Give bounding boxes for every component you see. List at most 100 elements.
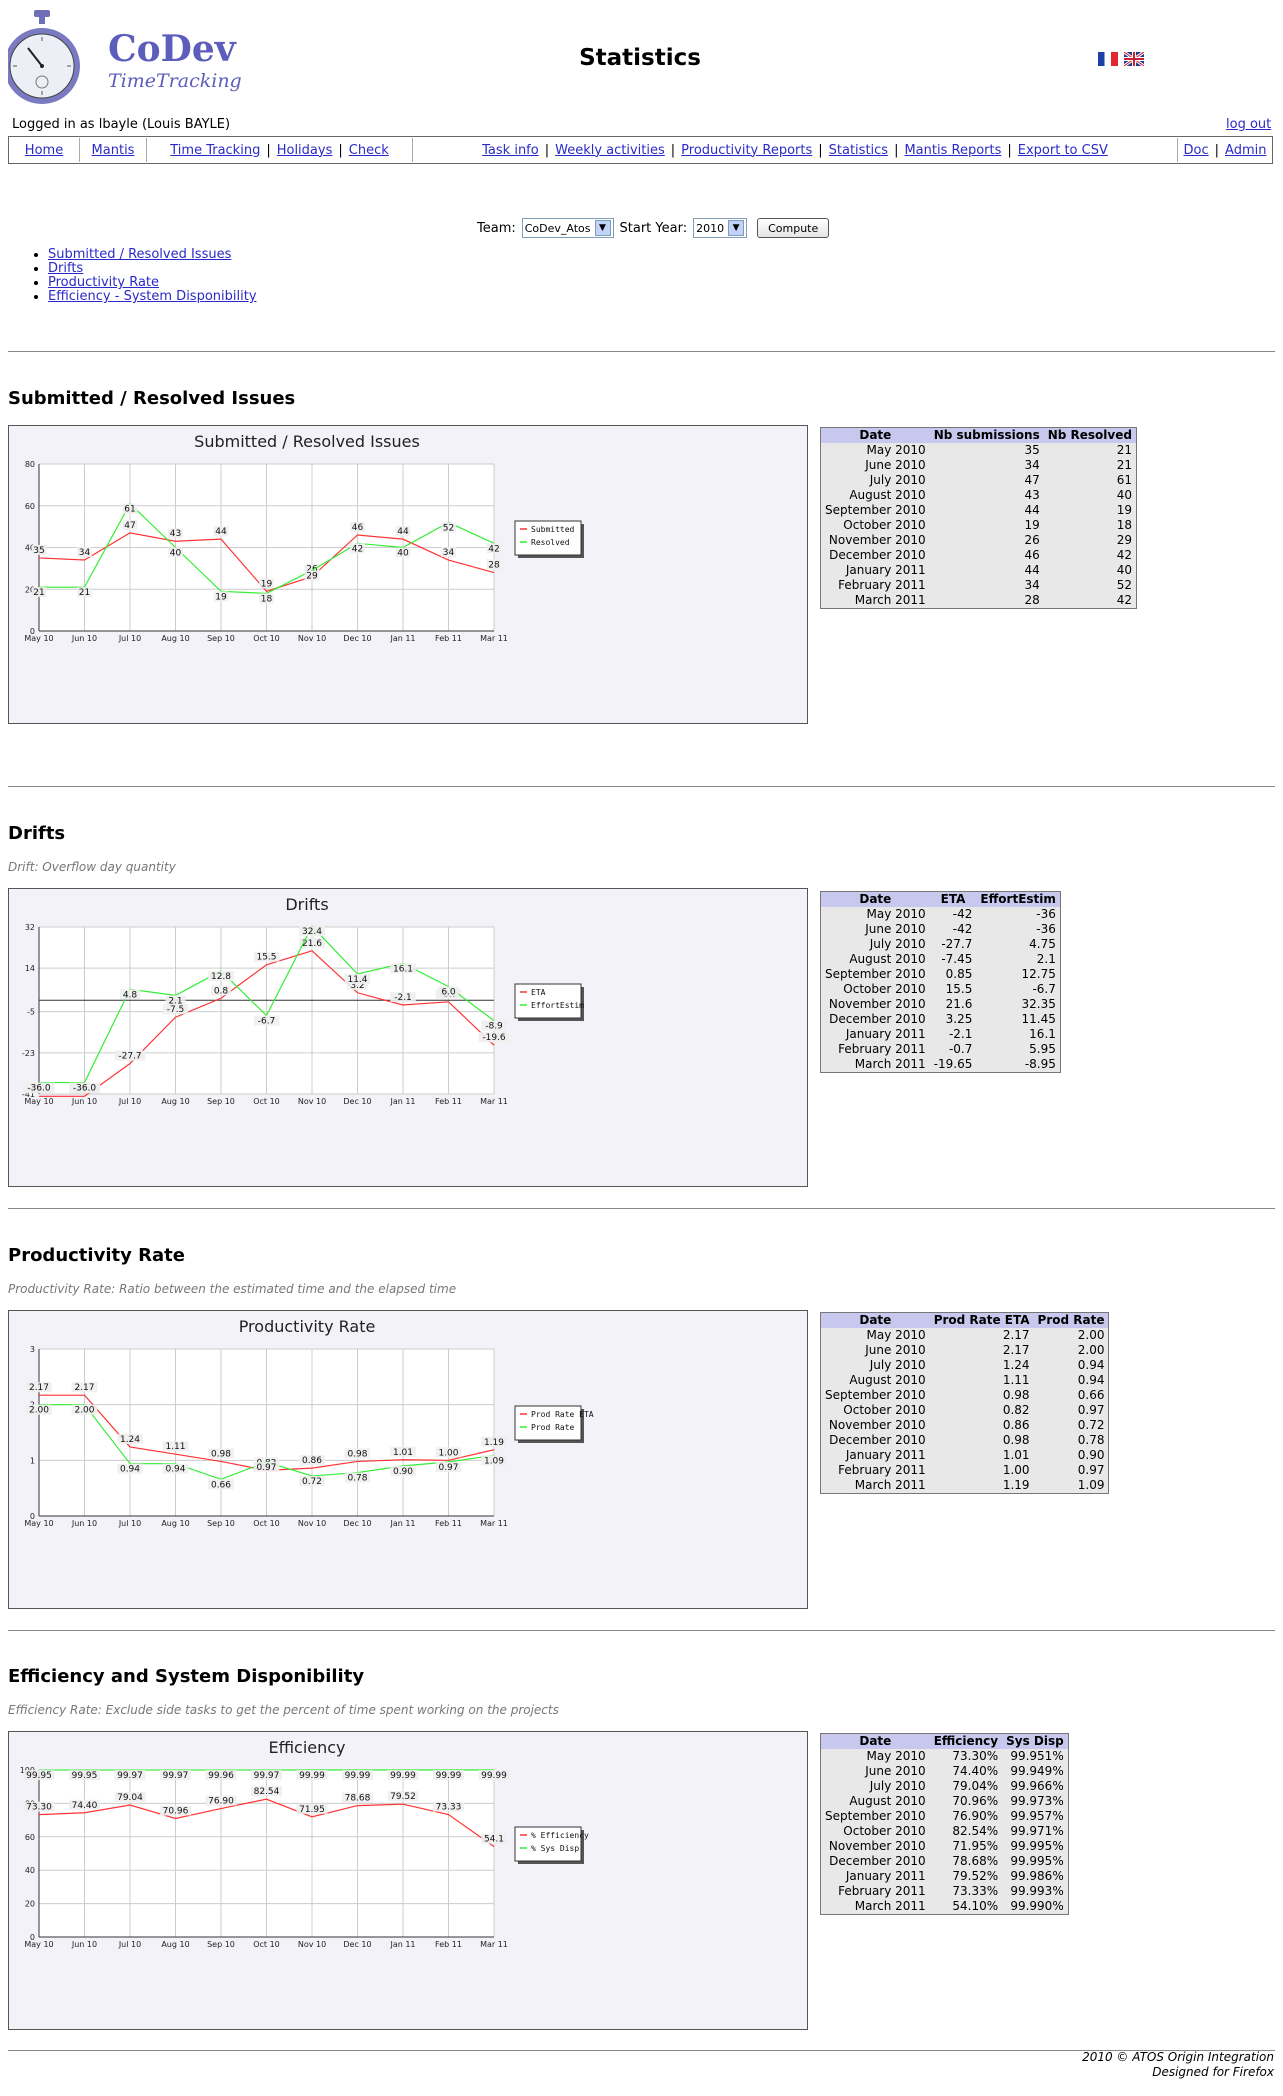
table-cell: 0.98 [1002,1433,1030,1447]
table-drifts: Date ETA EffortEstim May 2010 -42 -36 June 201… [820,891,1061,1073]
table-cell: 28 [1024,593,1040,607]
toc-link-drifts[interactable]: Drifts [48,261,84,276]
data-label-bg [77,547,92,558]
data-label: 0.94 [165,1465,185,1475]
data-label-bg [69,1799,100,1810]
table-cell: December 2010 [829,1854,926,1868]
table-row: September 2010 0.85 12.75 [821,967,1061,982]
menu-group-doc: Doc | Admin [1183,142,1267,158]
table-cell: 99.995% [1010,1854,1064,1868]
menu-check[interactable]: Check [348,142,389,158]
table-header-row: Date Nb submissions Nb Resolved [820,427,1137,443]
x-tick-label: Sep 10 [207,634,235,643]
data-label-bg [441,522,456,533]
data-label-bg [344,1448,371,1459]
table-cell: September 2010 [825,1388,926,1402]
table-cell: 1.24 [1002,1358,1030,1372]
compute-button[interactable]: Compute [757,218,830,238]
x-tick-label: Feb 11 [435,1519,462,1528]
data-label-bg [165,995,186,1006]
menu-weekly-activities[interactable]: Weekly activities [555,142,665,158]
y-tick-label: 32 [25,923,35,932]
data-label-bg [31,587,47,598]
data-label: 71.95 [299,1805,325,1815]
data-label-bg [435,1447,462,1458]
y-tick-label: -41 [22,1090,35,1099]
menu-productivity-reports[interactable]: Productivity Reports [681,142,813,158]
chart-drifts: Drifts May 10 Jun 10 Jul 10 Aug 10 Sep 10 Oct … [8,888,808,1187]
table-row: June 2010 34 21 [821,458,1137,473]
table-cell: November 2010 [828,997,926,1011]
legend-box [514,1826,582,1862]
data-label-bg [162,1441,189,1452]
data-label: 2.00 [74,1406,94,1416]
table-row: August 2010 70.96% 99.973% [821,1794,1069,1809]
table-cell: 0.85 [945,967,973,981]
table-row: October 2010 15.5 -6.7 [821,982,1061,997]
table-cell: 46 [1024,548,1040,562]
x-tick-label: Feb 11 [435,634,462,643]
legend-box [514,1405,582,1441]
table-cell: 29 [1116,533,1132,547]
data-label-bg [119,989,141,1000]
data-label: 19 [261,579,273,589]
data-label-bg [304,570,320,581]
x-tick-label: Dec 10 [343,1097,371,1106]
menu-group-mantis: Mantis [80,138,147,162]
table-cell: 1.11 [1002,1373,1030,1387]
menu-group-home: Home [9,138,80,162]
toc-link-productivity[interactable]: Productivity Rate [48,275,160,290]
menu-time-tracking[interactable]: Time Tracking [170,142,261,158]
table-row: February 2011 -0.7 5.95 [821,1042,1061,1057]
table-submitted: Date Nb submissions Nb Resolved May 2010 35 2… [820,427,1137,609]
menu-mantis[interactable]: Mantis [91,142,135,158]
chart-submitted: Submitted / Resolved Issues May 10 Jun 10 J… [8,425,808,724]
table-cell: 99.986% [1010,1869,1064,1883]
team-select[interactable]: CoDev_Atos ▼ [521,218,614,238]
menu-doc[interactable]: Doc [1183,142,1209,158]
column-header: Efficiency [929,1733,1003,1749]
menu-export-csv[interactable]: Export to CSV [1017,142,1108,158]
menu-task-info[interactable]: Task info [482,142,539,158]
data-label-bg [77,587,92,598]
series-line-b [39,1404,495,1480]
table-cell: May 2010 [866,1328,926,1342]
series-line-a [39,950,495,1097]
logout-link[interactable]: log out [1226,117,1272,132]
data-label-bg [481,1455,507,1466]
table-row: August 2010 -7.45 2.1 [821,952,1061,967]
toc-link-efficiency[interactable]: Efficiency - System Disponibility [48,289,257,304]
table-cell: 3.25 [945,1012,973,1026]
data-label-bg [296,1770,328,1781]
table-cell: October 2010 [843,1824,926,1838]
menu-admin[interactable]: Admin [1225,142,1267,158]
table-cell: 1.01 [1002,1448,1030,1462]
french-flag-icon[interactable] [1098,52,1118,66]
data-label-bg [253,1015,280,1026]
table-cell: July 2010 [869,937,926,951]
start-year-select[interactable]: 2010 ▼ [693,218,748,238]
table-cell: October 2010 [843,982,926,996]
english-flag-icon[interactable] [1123,50,1145,68]
table-row: August 2010 43 40 [821,488,1137,503]
table-cell: February 2011 [838,578,926,592]
x-tick-label: Jul 10 [118,634,141,643]
menu-home[interactable]: Home [24,142,64,158]
x-tick-label: May 10 [24,1097,53,1106]
table-cell: June 2010 [865,922,926,936]
table-cell: 0.97 [1077,1403,1105,1417]
x-tick-label: Jun 10 [71,1519,97,1528]
menu-mantis-reports[interactable]: Mantis Reports [904,142,1002,158]
data-label-bg [259,578,274,589]
chart-drifts-svg: Drifts May 10 Jun 10 Jul 10 Aug 10 Sep 10 Oct … [22,895,584,1106]
toc-link-submitted[interactable]: Submitted / Resolved Issues [48,247,232,262]
table-cell: 42 [1116,548,1132,562]
table-cell: May 2010 [866,1749,926,1763]
x-tick-label: Jan 11 [389,634,415,643]
y-tick-label: 20 [25,585,35,594]
data-label: 54.1 [484,1835,504,1845]
table-cell: 99.990% [1010,1899,1064,1913]
menu-statistics[interactable]: Statistics [828,142,889,158]
table-cell: 99.995% [1010,1839,1064,1853]
menu-holidays[interactable]: Holidays [276,142,333,158]
